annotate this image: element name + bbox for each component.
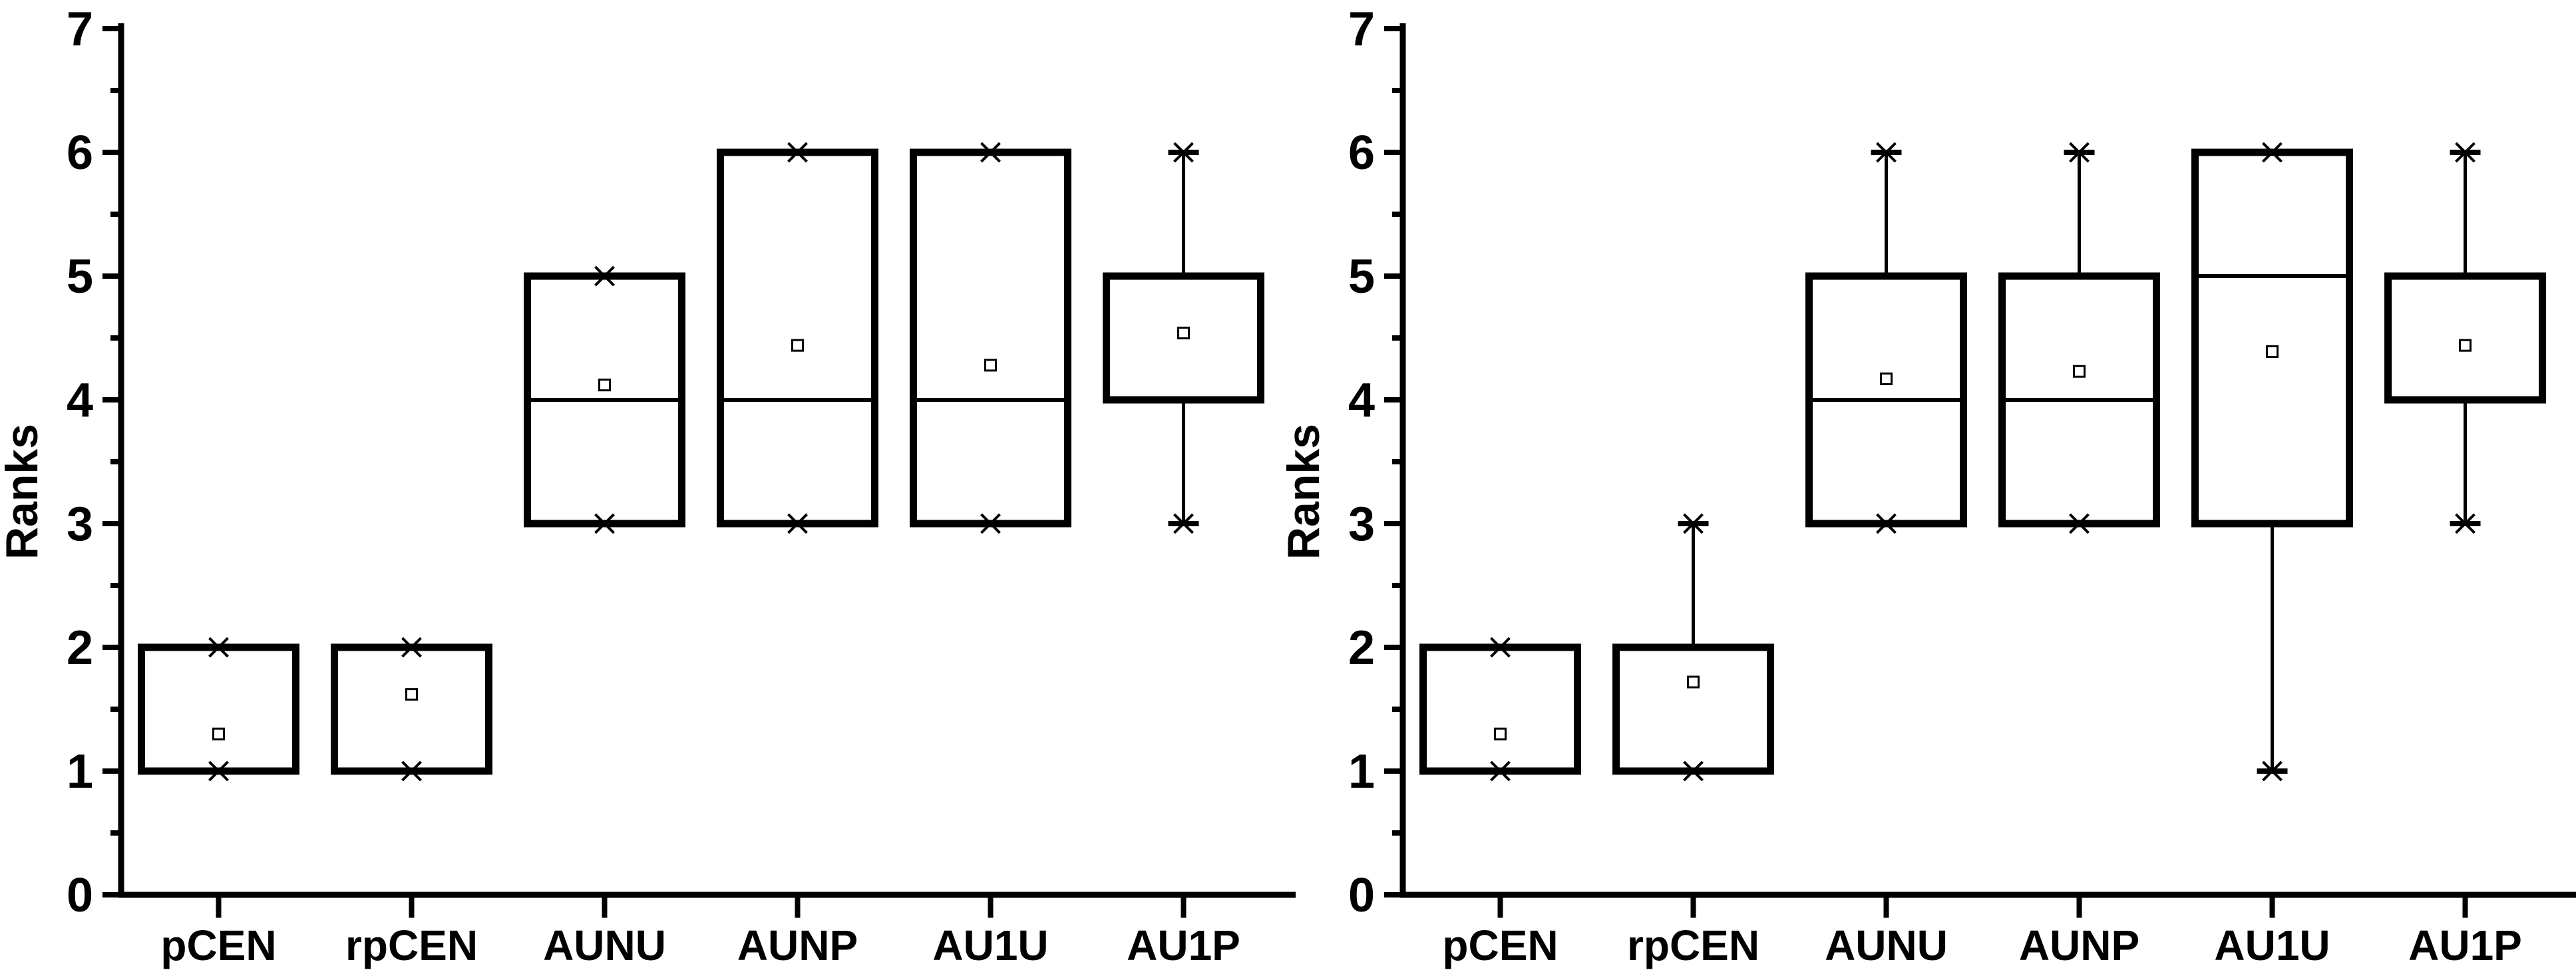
min-x-marker [2455,513,2476,534]
max-x-marker [1876,142,1897,163]
y-tick-label: 6 [1348,126,1375,180]
y-tick-label: 3 [67,498,93,551]
max-x-marker [1173,142,1194,163]
mean-marker [984,359,997,372]
y-tick-label: 7 [1348,3,1375,56]
max-x-marker [980,142,1001,163]
min-x-marker [594,513,615,534]
iqr-box [1103,272,1264,404]
min-x-marker [401,760,422,782]
iqr-box [138,643,299,775]
iqr-box [1612,643,1774,775]
min-x-marker [787,513,808,534]
max-x-marker [401,637,422,658]
max-x-marker [2069,142,2090,163]
max-x-marker [1490,637,1511,658]
box-rpCEN [1612,513,1774,782]
min-x-marker [208,760,229,782]
y-tick-label: 1 [67,745,93,798]
y-tick-label: 5 [67,250,93,303]
x-category-label: AU1P [2408,921,2522,969]
mean-marker [2073,365,2086,378]
iqr-box [2191,148,2353,528]
mean-marker [598,379,611,392]
y-tick-label: 0 [67,869,93,922]
mean-marker [1177,327,1190,340]
mean-marker [2266,345,2279,358]
right-boxplot-panel: 0 1 2 3 4 5 6 7 Ranks pCEN rpCEN AUNU AUNP AU1U AU1P [1278,3,2576,969]
mean-marker [405,688,418,701]
x-category-label: AUNU [1825,921,1948,969]
x-category-label: AU1P [1127,921,1240,969]
min-x-marker [1490,760,1511,782]
x-category-label: AU1U [2214,921,2330,969]
y-tick-label: 5 [1348,250,1375,303]
y-tick-label: 6 [67,126,93,180]
x-category-label: rpCEN [345,921,478,969]
box-pCEN [138,637,299,782]
y-tick-label: 7 [67,3,93,56]
box-AUNU [1805,142,1967,534]
y-axis-title: Ranks [1278,424,1329,560]
y-tick-label: 4 [67,374,93,427]
mean-marker [1687,675,1700,689]
box-AU1P [2384,142,2546,534]
max-x-marker [594,265,615,287]
y-axis-title: Ranks [0,424,47,560]
left-boxplot-panel: 0 1 2 3 4 5 6 7 Ranks pCEN rpCEN AUNU AUNP AU1U AU1P [0,3,1296,969]
y-tick-label: 0 [1348,869,1375,922]
max-x-marker [2262,142,2283,163]
mean-marker [212,727,225,740]
min-x-marker [980,513,1001,534]
max-x-marker [787,142,808,163]
iqr-box [2384,272,2546,404]
box-AU1P [1103,142,1264,534]
x-category-label: rpCEN [1627,921,1759,969]
mean-marker [1494,727,1507,740]
max-x-marker [208,637,229,658]
y-tick-label: 2 [1348,621,1375,675]
iqr-box [910,148,1071,528]
x-category-label: pCEN [160,921,276,969]
y-tick-label: 3 [1348,498,1375,551]
x-category-label: AUNP [737,921,858,969]
box-pCEN [1419,637,1581,782]
min-x-marker [2262,760,2283,782]
x-category-label: AUNU [543,921,666,969]
min-x-marker [1876,513,1897,534]
min-x-marker [1173,513,1194,534]
iqr-box [1419,643,1581,775]
mean-marker [2459,339,2472,352]
box-AU1U [910,142,1071,534]
y-tick-label: 2 [67,621,93,675]
max-x-marker [2455,142,2476,163]
box-AUNU [524,265,685,534]
mean-marker [1880,372,1893,385]
box-AU1U [2191,142,2353,782]
x-category-label: AU1U [932,921,1048,969]
min-x-marker [2069,513,2090,534]
iqr-box [331,643,492,775]
x-category-label: pCEN [1442,921,1558,969]
y-tick-label: 1 [1348,745,1375,798]
box-rpCEN [331,637,492,782]
box-AUNP [717,142,878,534]
y-tick-label: 4 [1348,374,1375,427]
box-AUNP [1998,142,2160,534]
iqr-box [717,148,878,528]
x-category-label: AUNP [2019,921,2139,969]
min-x-marker [1683,760,1704,782]
max-x-marker [1683,513,1704,534]
mean-marker [791,339,804,352]
